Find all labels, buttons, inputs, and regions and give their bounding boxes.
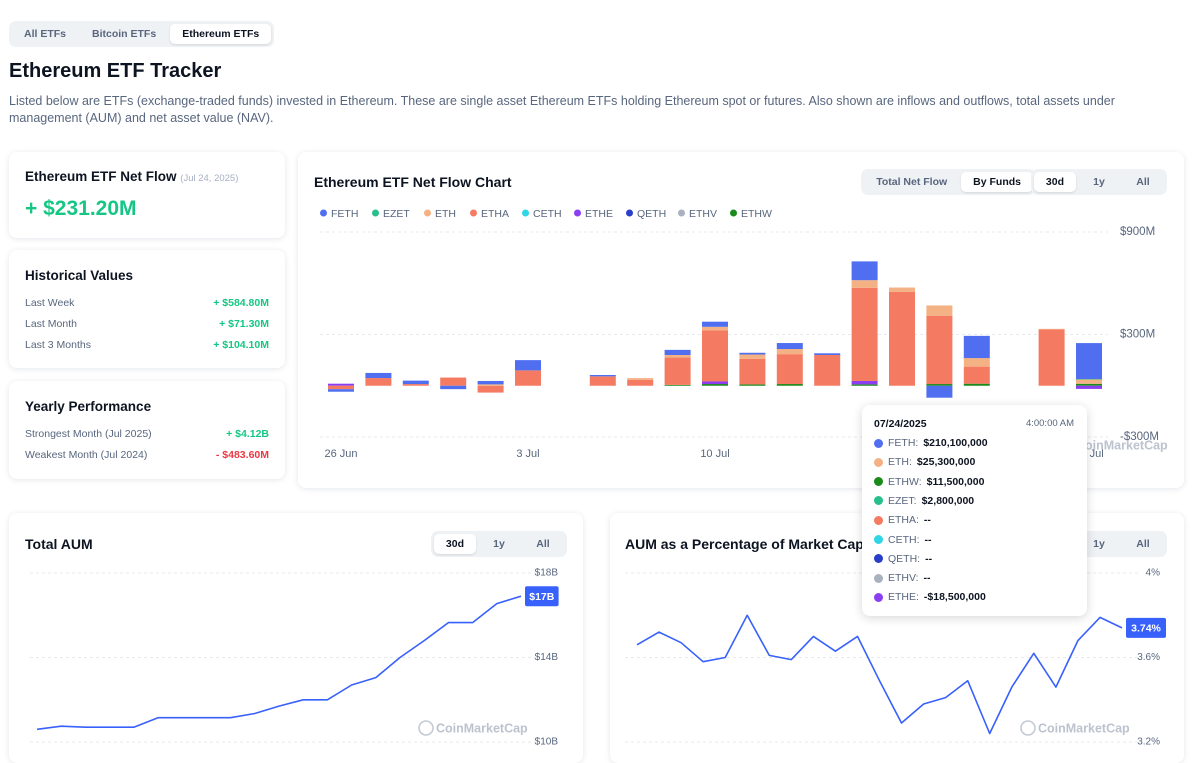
tooltip-swatch <box>874 574 883 583</box>
tab-button[interactable]: All <box>1122 534 1164 554</box>
tooltip-name: ETH: <box>888 456 912 468</box>
tooltip-name: ETHE: <box>888 591 919 603</box>
chart-title-text: AUM as a Percentage of Market Cap <box>625 536 864 552</box>
stat-row: Last Month + $71.30M <box>25 318 269 330</box>
net-flow-value: + $231.20M <box>25 197 137 221</box>
tab-button[interactable]: All <box>522 534 564 554</box>
tab-button[interactable]: All <box>1122 172 1164 192</box>
chart-title: AUM as a Percentage of Market Cap <box>625 536 879 552</box>
page-description: Listed below are ETFs (exchange-traded f… <box>9 93 1189 127</box>
tooltip-name: ETHV: <box>888 572 919 584</box>
tooltip-row: QETH: -- <box>874 553 932 565</box>
card-title: Yearly Performance <box>25 399 151 414</box>
tooltip-row: ETHE: -$18,500,000 <box>874 591 986 603</box>
tooltip-swatch <box>874 458 883 467</box>
tooltip-date: 07/24/2025 <box>874 418 927 430</box>
tab-button[interactable]: Bitcoin ETFs <box>80 24 168 44</box>
tab-button[interactable]: 1y <box>478 534 520 554</box>
stat-value: + $584.80M <box>213 297 269 309</box>
tab-button[interactable]: Total Net Flow <box>864 172 959 192</box>
stat-value: + $4.12B <box>226 428 269 440</box>
tooltip-name: FETH: <box>888 437 918 449</box>
tooltip-swatch <box>874 477 883 486</box>
tab-button[interactable]: All ETFs <box>12 24 78 44</box>
tooltip-value: $25,300,000 <box>917 456 975 468</box>
tooltip-row: ETH: $25,300,000 <box>874 456 975 468</box>
tab-button[interactable]: 30d <box>1034 172 1076 192</box>
tooltip-value: -$18,500,000 <box>924 591 986 603</box>
card-title: Ethereum ETF Net Flow (Jul 24, 2025) <box>25 169 238 184</box>
stat-row: Last Week + $584.80M <box>25 297 269 309</box>
stat-value: - $483.60M <box>216 449 269 461</box>
yearly-card: Yearly Performance Strongest Month (Jul … <box>9 381 285 479</box>
tooltip-name: ETHA: <box>888 514 919 526</box>
tooltip-row: ETHV: -- <box>874 572 931 584</box>
tooltip-swatch <box>874 439 883 448</box>
tooltip-swatch <box>874 535 883 544</box>
tooltip-value: -- <box>924 572 931 584</box>
tooltip-name: CETH: <box>888 534 920 546</box>
stat-label: Last Month <box>25 318 77 330</box>
tooltip-value: $11,500,000 <box>927 476 985 488</box>
card-title-text: Ethereum ETF Net Flow <box>25 169 177 184</box>
tooltip-swatch <box>874 516 883 525</box>
tooltip-name: QETH: <box>888 553 920 565</box>
stat-value: + $71.30M <box>219 318 269 330</box>
tooltip-name: EZET: <box>888 495 917 507</box>
tab-button[interactable]: By Funds <box>961 172 1033 192</box>
tab-button[interactable]: 30d <box>434 534 476 554</box>
tab-button[interactable]: 1y <box>1078 172 1120 192</box>
tooltip-value: $210,100,000 <box>923 437 987 449</box>
chart-title: Ethereum ETF Net Flow Chart <box>314 174 512 190</box>
stat-label: Last 3 Months <box>25 339 91 351</box>
tooltip-name: ETHW: <box>888 476 922 488</box>
stat-row: Strongest Month (Jul 2025) + $4.12B <box>25 428 269 440</box>
chart-title: Total AUM <box>25 536 93 552</box>
chart-tooltip: 07/24/2025 4:00:00 AM FETH: $210,100,000 E… <box>862 405 1087 616</box>
stat-label: Strongest Month (Jul 2025) <box>25 428 152 440</box>
page: { "tabs": {"items": ["All ETFs", "Bitcoi… <box>0 0 1199 746</box>
tooltip-row: EZET: $2,800,000 <box>874 495 974 507</box>
tooltip-row: ETHA: -- <box>874 514 931 526</box>
card-title: Historical Values <box>25 268 133 283</box>
stat-row: Last 3 Months + $104.10M <box>25 339 269 351</box>
stat-value: + $104.10M <box>213 339 269 351</box>
tooltip-swatch <box>874 496 883 505</box>
stat-label: Last Week <box>25 297 74 309</box>
tooltip-value: $2,800,000 <box>922 495 975 507</box>
tooltip-row: ETHW: $11,500,000 <box>874 476 984 488</box>
page-title: Ethereum ETF Tracker <box>9 60 221 83</box>
tooltip-value: -- <box>924 514 931 526</box>
tooltip-row: FETH: $210,100,000 <box>874 437 988 449</box>
tooltip-swatch <box>874 554 883 563</box>
tooltip-time: 4:00:00 AM <box>1026 418 1074 429</box>
tooltip-value: -- <box>925 553 932 565</box>
tooltip-value: -- <box>925 534 932 546</box>
net-flow-card: Ethereum ETF Net Flow (Jul 24, 2025) + $… <box>9 152 285 238</box>
tooltip-row: CETH: -- <box>874 534 932 546</box>
tooltip-swatch <box>874 593 883 602</box>
stat-row: Weakest Month (Jul 2024) - $483.60M <box>25 449 269 461</box>
tab-button[interactable]: Ethereum ETFs <box>170 24 271 44</box>
card-date: (Jul 24, 2025) <box>180 173 238 184</box>
stat-label: Weakest Month (Jul 2024) <box>25 449 147 461</box>
